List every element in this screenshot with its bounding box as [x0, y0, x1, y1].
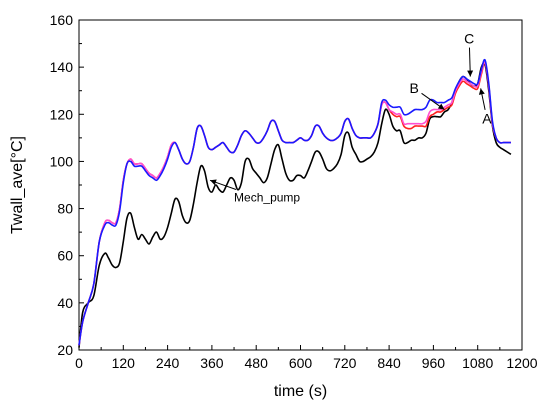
y-tick-label: 40	[57, 295, 73, 311]
annotation-arrowhead	[437, 103, 445, 110]
series-line-c	[78, 58, 511, 346]
plot-frame	[78, 19, 523, 351]
y-tick-label: 160	[50, 12, 74, 28]
x-tick-label: 480	[245, 355, 269, 371]
annotations: Mech_pump A B C	[209, 31, 492, 205]
x-tick-label: 1080	[462, 355, 493, 371]
annotation-mech-pump: Mech_pump	[234, 191, 300, 205]
annotation-c: C	[464, 31, 474, 47]
series-layer	[78, 58, 512, 348]
x-axis-label: time (s)	[274, 383, 327, 400]
x-tick-label: 360	[200, 355, 224, 371]
annotation-b: B	[410, 80, 419, 96]
x-tick-label: 120	[112, 355, 136, 371]
y-axis-ticks: 20 40 60 80 100 120 140 160	[50, 12, 84, 358]
x-tick-label: 600	[289, 355, 313, 371]
annotation-a: A	[482, 111, 492, 127]
y-tick-label: 120	[50, 106, 74, 122]
y-tick-label: 140	[50, 59, 74, 75]
series-line-mech-pump	[78, 62, 512, 348]
x-tick-label: 240	[156, 355, 180, 371]
y-tick-label: 60	[57, 248, 73, 264]
x-axis-ticks: 0 120 240 360 480 600 720 840 960 1080 1200	[75, 345, 538, 371]
y-tick-label: 100	[50, 153, 74, 169]
y-tick-label: 20	[57, 342, 73, 358]
x-tick-label: 1200	[506, 355, 537, 371]
y-tick-label: 80	[57, 201, 73, 217]
annotation-arrowhead	[467, 70, 474, 77]
y-axis-label: Twall_ave[°C]	[9, 136, 26, 234]
annotation-arrowhead	[210, 179, 217, 186]
x-tick-label: 840	[377, 355, 401, 371]
x-tick-label: 960	[422, 355, 446, 371]
x-tick-label: 720	[333, 355, 357, 371]
x-tick-label: 0	[75, 355, 83, 371]
annotation-arrowhead	[478, 88, 485, 95]
